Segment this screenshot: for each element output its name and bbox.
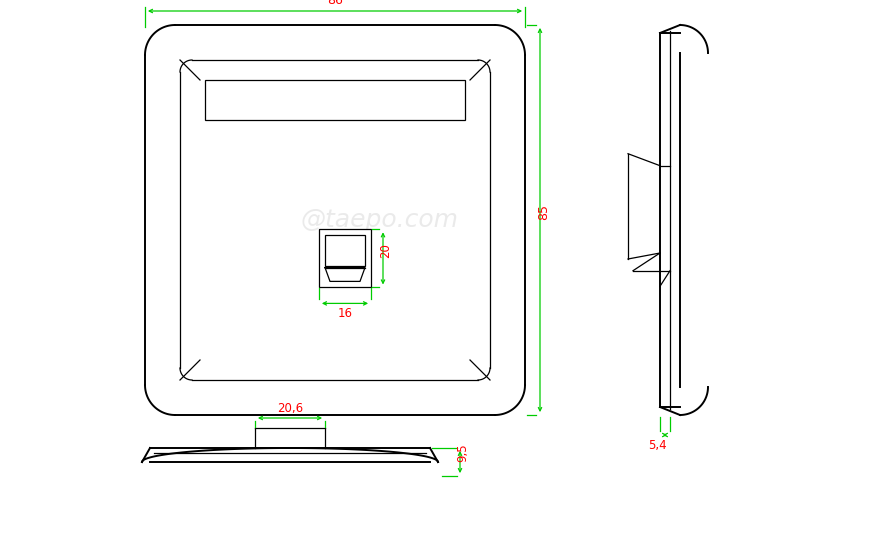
Text: 20,6: 20,6 (277, 402, 303, 415)
Text: 16: 16 (338, 308, 353, 321)
Text: 9,5: 9,5 (457, 443, 470, 462)
Bar (325, 235, 365, 265)
Text: 86: 86 (327, 0, 343, 7)
Bar (319, 229, 371, 287)
Text: 20: 20 (379, 243, 392, 258)
Bar (205, 80, 465, 120)
Text: @taepo.com: @taepo.com (301, 208, 459, 232)
Text: 85: 85 (538, 204, 551, 220)
Text: 5,4: 5,4 (648, 439, 667, 452)
